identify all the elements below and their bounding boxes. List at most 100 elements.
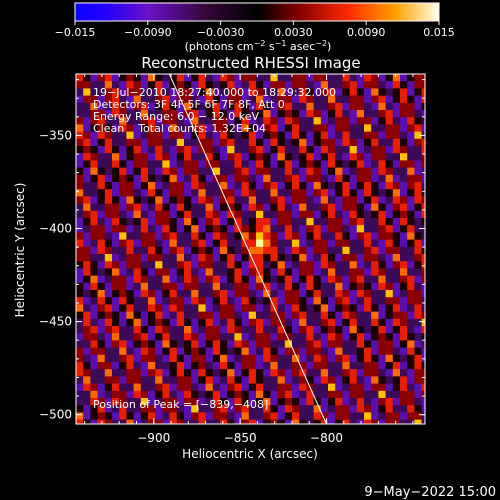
- heatmap-cell: [162, 174, 170, 183]
- heatmap-cell: [299, 110, 307, 118]
- heatmap-cell: [191, 239, 199, 248]
- y-tick-label: −350: [39, 128, 72, 142]
- heatmap-cell: [148, 326, 156, 334]
- heatmap-cell: [320, 74, 329, 82]
- heatmap-cell: [320, 196, 329, 204]
- heatmap-cell: [234, 95, 242, 104]
- heatmap-cell: [349, 333, 358, 341]
- heatmap-cell: [407, 333, 415, 341]
- heatmap-cell: [169, 326, 178, 334]
- heatmap-cell: [392, 203, 401, 212]
- heatmap-cell: [256, 174, 264, 183]
- heatmap-cell: [313, 405, 322, 413]
- heatmap-cell: [162, 189, 170, 197]
- heatmap-cell: [241, 282, 250, 291]
- heatmap-cell: [349, 246, 358, 255]
- heatmap-cell: [155, 246, 163, 255]
- heatmap-cell: [90, 347, 98, 356]
- heatmap-cell: [270, 369, 278, 377]
- heatmap-cell: [320, 311, 329, 320]
- heatmap-cell: [248, 347, 257, 356]
- heatmap-cell: [76, 102, 84, 111]
- heatmap-cell: [83, 196, 91, 204]
- heatmap-cell: [364, 102, 372, 111]
- heatmap-cell: [392, 182, 401, 190]
- heatmap-cell: [328, 182, 336, 190]
- heatmap-cell: [97, 225, 106, 233]
- heatmap-cell: [256, 196, 264, 204]
- heatmap-cell: [162, 261, 170, 269]
- heatmap-cell: [349, 297, 358, 305]
- heatmap-cell: [119, 153, 127, 161]
- heatmap-cell: [263, 182, 271, 190]
- heatmap-cell: [335, 268, 343, 276]
- heatmap-cell: [176, 124, 185, 132]
- heatmap-cell: [313, 174, 322, 183]
- heatmap-cell: [205, 268, 214, 276]
- heatmap-cell: [119, 268, 127, 276]
- heatmap-cell: [198, 153, 206, 161]
- heatmap-cell: [212, 225, 221, 233]
- heatmap-cell: [169, 210, 178, 219]
- annotation-clean: Clean Total counts: 1.32E+04: [93, 122, 266, 135]
- heatmap-cell: [169, 254, 178, 262]
- heatmap-cell: [284, 398, 293, 406]
- heatmap-cell: [407, 326, 415, 334]
- heatmap-cell: [133, 268, 142, 276]
- heatmap-cell: [227, 412, 235, 420]
- heatmap-cell: [284, 275, 293, 284]
- heatmap-cell: [371, 102, 379, 111]
- heatmap-cell: [234, 110, 242, 118]
- heatmap-cell: [292, 369, 300, 377]
- heatmap-cell: [385, 261, 394, 269]
- heatmap-cell: [263, 131, 271, 140]
- heatmap-cell: [155, 369, 163, 377]
- heatmap-cell: [176, 81, 185, 89]
- heatmap-cell: [313, 376, 322, 384]
- heatmap-cell: [133, 174, 142, 183]
- heatmap-cell: [392, 362, 401, 370]
- heatmap-cell: [241, 225, 250, 233]
- heatmap-cell: [313, 297, 322, 305]
- heatmap-cell: [104, 297, 113, 305]
- heatmap-cell: [421, 376, 425, 384]
- heatmap-cell: [299, 275, 307, 284]
- heatmap-cell: [407, 138, 415, 147]
- heatmap-cell: [227, 210, 235, 219]
- heatmap-cell: [184, 398, 192, 406]
- heatmap-cell: [328, 138, 336, 147]
- heatmap-cell: [385, 405, 394, 413]
- heatmap-cell: [227, 354, 235, 363]
- heatmap-cell: [119, 239, 127, 248]
- heatmap-cell: [133, 340, 142, 348]
- heatmap-cell: [328, 282, 336, 291]
- heatmap-cell: [119, 275, 127, 284]
- heatmap-cell: [248, 203, 257, 212]
- heatmap-cell: [119, 81, 127, 89]
- heatmap-cell: [292, 354, 300, 363]
- heatmap-cell: [148, 318, 156, 327]
- heatmap-cell: [126, 124, 134, 132]
- heatmap-cell: [104, 95, 113, 104]
- heatmap-cell: [414, 304, 422, 312]
- heatmap-cell: [385, 174, 394, 183]
- heatmap-cell: [342, 376, 350, 384]
- heatmap-cell: [248, 225, 257, 233]
- heatmap-cell: [349, 398, 358, 406]
- heatmap-cell: [227, 196, 235, 204]
- heatmap-cell: [140, 225, 149, 233]
- heatmap-cell: [234, 405, 242, 413]
- heatmap-cell: [169, 81, 178, 89]
- heatmap-cell: [313, 333, 322, 341]
- heatmap-cell: [248, 189, 257, 197]
- heatmap-cell: [126, 354, 134, 363]
- heatmap-cell: [299, 81, 307, 89]
- heatmap-cell: [169, 74, 178, 82]
- heatmap-cell: [227, 261, 235, 269]
- heatmap-cell: [83, 254, 91, 262]
- heatmap-cell: [220, 182, 228, 190]
- heatmap-cell: [133, 74, 142, 82]
- heatmap-cell: [119, 146, 127, 154]
- heatmap-cell: [299, 354, 307, 363]
- heatmap-cell: [313, 340, 322, 348]
